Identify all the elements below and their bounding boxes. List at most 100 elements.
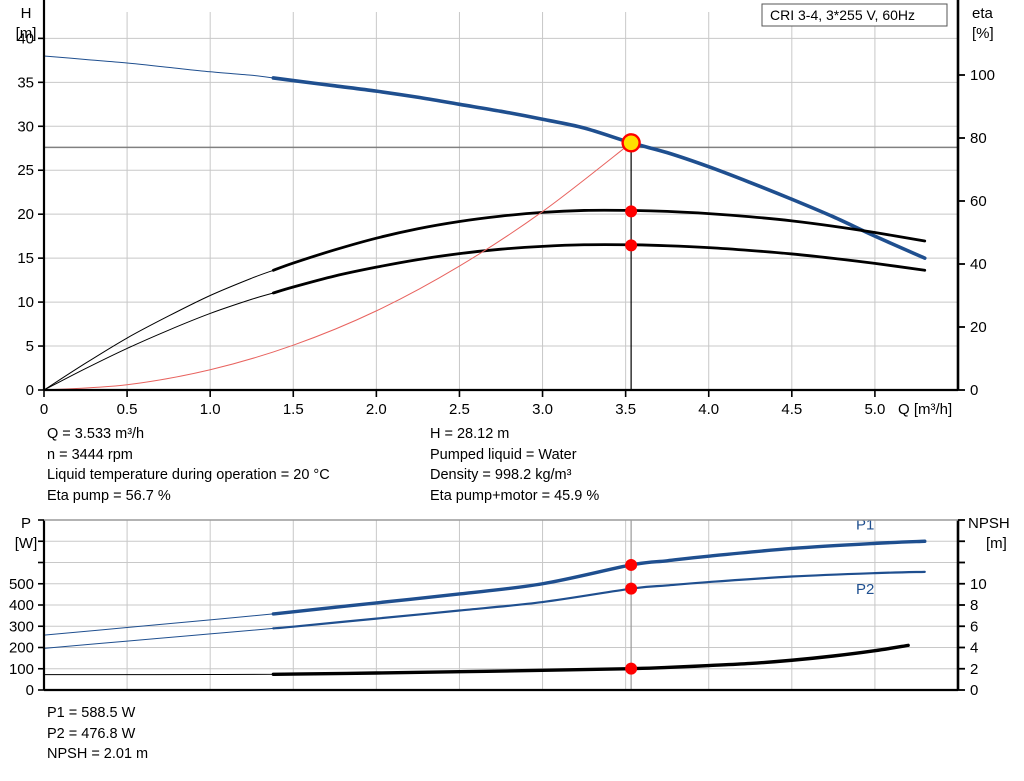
info-liquid-temp: Liquid temperature during operation = 20…: [47, 467, 330, 483]
tick-label-x: 5.0: [864, 401, 885, 418]
left-axis-title-line2: [W]: [15, 535, 38, 552]
info-p1: P1 = 588.5 W: [47, 705, 136, 721]
tick-label-x: 1.5: [283, 401, 304, 418]
head-efficiency-svg: CRI 3-4, 3*255 V, 60Hz 0 5 10 15 20 25 30 35 40 0 2…: [16, 0, 995, 418]
tick-label-left: 300: [9, 618, 34, 635]
head-efficiency-chart: CRI 3-4, 3*255 V, 60Hz 0 5 10 15 20 25 30 35 40 0 2…: [16, 0, 995, 418]
tick-label-x: 4.5: [781, 401, 802, 418]
tick-label-left: 200: [9, 640, 34, 657]
chart-title-box: CRI 3-4, 3*255 V, 60Hz: [761, 3, 948, 27]
axis-titles: H [m] eta [%]: [16, 5, 994, 42]
axes: [42, 0, 960, 392]
curve-p2: [272, 570, 926, 630]
tick-label-x: 2.0: [366, 401, 387, 418]
tick-label-x: 1.0: [200, 401, 221, 418]
tick-label-x: 3.5: [615, 401, 636, 418]
p2-curve-label: P2: [856, 581, 874, 598]
curve-h-head-curve: [271, 76, 927, 260]
info-h: H = 28.12 m: [430, 426, 510, 442]
tick-label-right: 40: [970, 256, 987, 273]
duty-markers: [621, 133, 641, 252]
left-axis-ticks: 0 5 10 15 20 25 30 35 40: [17, 30, 44, 399]
info-eta-pump: Eta pump = 56.7 %: [47, 487, 171, 504]
power-npsh-svg: P1 P2 0 100 200 300 400 500 0 2 4 6 8 10 P [W] NPSH [m]: [9, 515, 1010, 699]
tick-label-right: 80: [970, 130, 987, 147]
left-axis-title-line1: P: [21, 515, 31, 532]
tick-label-left: 30: [17, 118, 34, 135]
tick-label-left: 35: [17, 74, 34, 91]
x-axis-ticks: 0 0.5 1.0 1.5 2.0 2.5 3.0 3.5 4.0 4.5 5.0 Q [m³/h]: [40, 390, 952, 418]
right-axis-ticks: 0 2 4 6 8 10: [958, 519, 987, 699]
duty-marker-eta-pump-curve[interactable]: [625, 205, 638, 218]
tick-label-left: 20: [17, 206, 34, 223]
tick-label-x: 3.0: [532, 401, 553, 418]
tick-label-left: 400: [9, 597, 34, 614]
curve-eta-pump-curve: [271, 208, 927, 272]
right-axis-title-line2: [m]: [986, 535, 1007, 552]
tick-label-left: 5: [26, 338, 34, 355]
tick-label-right: 0: [970, 682, 978, 699]
curve-p1-extension: [43, 612, 279, 636]
duty-point-marker[interactable]: [621, 133, 641, 153]
curve-npsh: [271, 643, 910, 676]
grid-lines: [44, 519, 958, 690]
right-axis-title-line2: [%]: [972, 25, 994, 42]
info-q: Q = 3.533 m³/h: [47, 426, 145, 442]
duty-markers: [625, 558, 638, 675]
right-axis-ticks: 0 20 40 60 80 100: [958, 67, 995, 399]
curve-system-pipe-curve: [43, 142, 632, 391]
tick-label-left: 25: [17, 162, 34, 179]
tick-label-left: 0: [26, 382, 34, 399]
info-p2: P2 = 476.8 W: [47, 725, 136, 742]
series-curves: [43, 55, 927, 391]
axis-titles: P [W] NPSH [m]: [15, 515, 1010, 552]
duty-marker-p1[interactable]: [625, 558, 638, 571]
info-speed: n = 3444 rpm: [47, 446, 133, 463]
left-axis-ticks: 0 100 200 300 400 500: [9, 519, 44, 699]
curve-p2-extension: [43, 627, 279, 649]
curve-eta-pump-motor-curve: [271, 243, 927, 295]
tick-label-left: 100: [9, 661, 34, 678]
duty-marker-eta-pump-motor-curve[interactable]: [625, 239, 638, 252]
right-axis-title-line1: NPSH: [968, 515, 1010, 532]
title-box-rect: [761, 3, 948, 27]
power-info: P1 = 588.5 W P2 = 476.8 W NPSH = 2.01 m: [47, 703, 148, 765]
tick-label-left: 10: [17, 294, 34, 311]
tick-label-left: 0: [26, 682, 34, 699]
p1-curve-label: P1: [856, 516, 874, 533]
title-box-label: CRI 3-4, 3*255 V, 60Hz: [770, 7, 915, 23]
curve-labels: P1 P2: [856, 516, 874, 598]
tick-label-right: 100: [970, 67, 995, 84]
right-axis-title-line1: eta: [972, 5, 994, 22]
tick-label-right: 4: [970, 640, 978, 657]
tick-label-right: 0: [970, 382, 978, 399]
info-npsh: NPSH = 2.01 m: [47, 746, 149, 762]
tick-label-left: 15: [17, 250, 34, 267]
duty-marker-p2[interactable]: [625, 582, 638, 595]
curve-p1: [271, 539, 927, 616]
power-npsh-chart: P1 P2 0 100 200 300 400 500 0 2 4 6 8 10 P [W] NPSH [m]: [0, 512, 1024, 702]
duty-point-info-left: Q = 3.533 m³/h n = 3444 rpm Liquid tempe…: [47, 424, 330, 506]
info-density: Density = 998.2 kg/m³: [430, 467, 572, 483]
tick-label-left: 40: [17, 30, 34, 47]
duty-marker-npsh[interactable]: [625, 662, 638, 675]
guide-lines: [44, 142, 958, 390]
info-pumped-liquid: Pumped liquid = Water: [430, 446, 577, 463]
duty-point-info-right: H = 28.12 m Pumped liquid = Water Densit…: [430, 424, 599, 506]
tick-label-right: 2: [970, 661, 978, 678]
tick-label-x: 0: [40, 401, 48, 418]
tick-label-right: 60: [970, 193, 987, 210]
tick-label-x: 2.5: [449, 401, 470, 418]
tick-label-right: 20: [970, 319, 987, 336]
series-curves: [43, 539, 927, 676]
curve-h-head-curve-extension: [43, 55, 276, 79]
left-axis-title-line2: [m]: [16, 25, 37, 42]
tick-label-x: 4.0: [698, 401, 719, 418]
tick-label-left: 500: [9, 576, 34, 593]
tick-label-right: 10: [970, 576, 987, 593]
tick-label-right: 8: [970, 597, 978, 614]
tick-label-x: 0.5: [117, 401, 138, 418]
curve-eta-pump-motor-curve-extension: [43, 292, 276, 391]
x-axis-title: Q [m³/h]: [898, 401, 952, 418]
info-eta-pump-motor: Eta pump+motor = 45.9 %: [430, 487, 600, 504]
